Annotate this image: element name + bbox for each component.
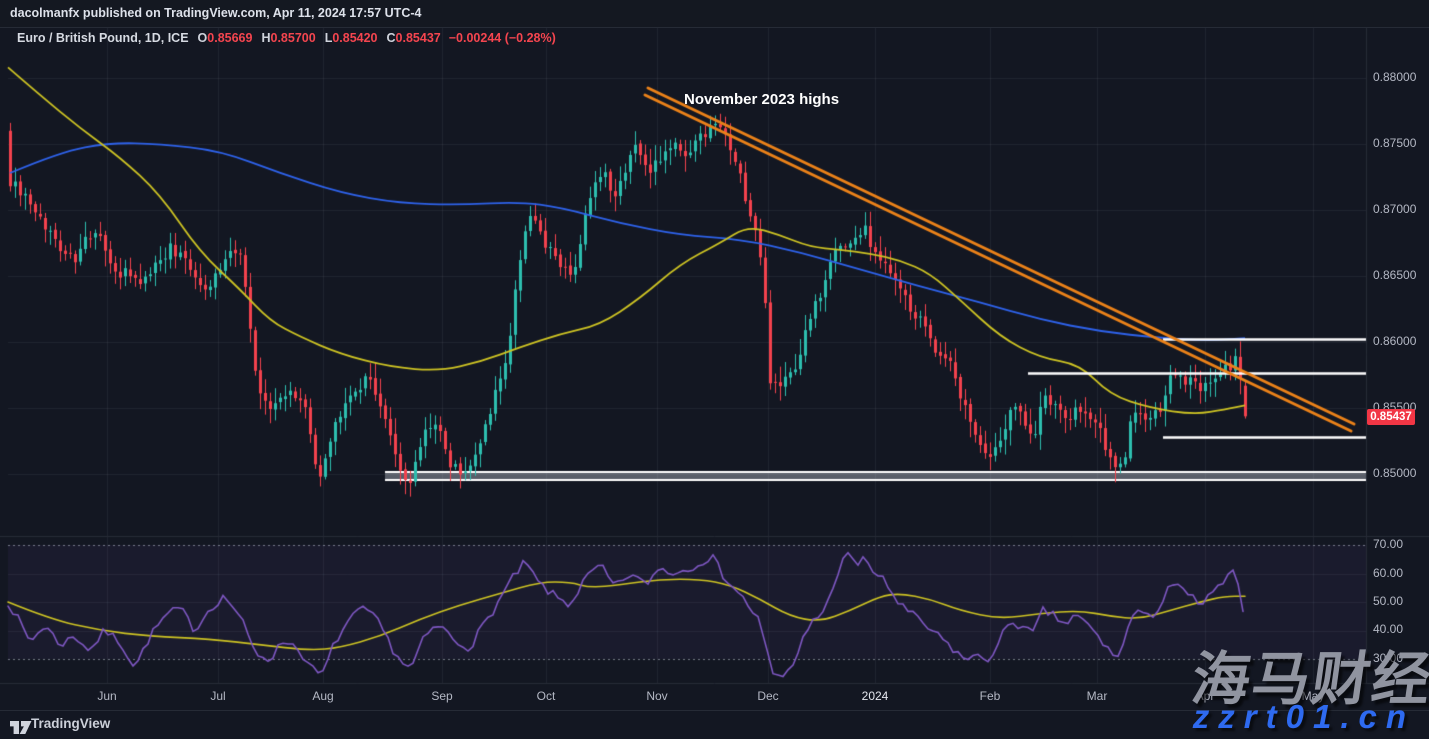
month-label-aug: Aug: [312, 689, 334, 703]
last-price-label: 0.85437: [1367, 409, 1415, 425]
rsi-tick-30: 30.00: [1373, 651, 1404, 665]
close-label: C0.85437: [386, 31, 441, 45]
open-value: 0.85669: [207, 31, 253, 45]
high-value: 0.85700: [270, 31, 316, 45]
price-tick-0.86000: 0.86000: [1373, 334, 1417, 348]
month-label-2024: 2024: [861, 689, 889, 703]
trendline-annotation: November 2023 highs: [684, 91, 840, 108]
symbol-title: Euro / British Pound, 1D, ICE: [17, 31, 189, 45]
price-tick-0.86500: 0.86500: [1373, 268, 1417, 282]
month-label-dec: Dec: [757, 689, 779, 703]
rsi-tick-60: 60.00: [1373, 566, 1404, 580]
tradingview-brand-link[interactable]: TradingView: [31, 716, 111, 731]
footer-bar: TradingView: [0, 710, 1429, 739]
month-label-feb: Feb: [979, 689, 1001, 703]
rsi-tick-40: 40.00: [1373, 622, 1404, 636]
publish-info-text: dacolmanfx published on TradingView.com,…: [10, 6, 422, 20]
month-label-nov: Nov: [646, 689, 668, 703]
price-tick-0.87500: 0.87500: [1373, 136, 1417, 150]
rsi-tick-50: 50.00: [1373, 594, 1404, 608]
month-label-oct: Oct: [536, 689, 556, 703]
symbol-legend: Euro / British Pound, 1D, ICE O0.85669 H0.…: [17, 31, 556, 45]
open-label: O0.85669: [197, 31, 253, 45]
low-label: L0.85420: [324, 31, 378, 45]
tradingview-logo-icon[interactable]: [10, 718, 32, 735]
change-value: −0.00244 (−0.28%): [448, 31, 556, 45]
month-label-jun: Jun: [97, 689, 117, 703]
month-label-jul: Jul: [210, 689, 226, 703]
month-label-mar: Mar: [1086, 689, 1108, 703]
publish-info-bar: dacolmanfx published on TradingView.com,…: [0, 0, 1429, 28]
price-tick-0.85000: 0.85000: [1373, 466, 1417, 480]
month-label-apr: Apr: [1195, 689, 1215, 703]
watermark-url: zzrt01.cn: [1192, 698, 1415, 735]
close-value: 0.85437: [395, 31, 441, 45]
month-label-may: May: [1301, 689, 1325, 703]
rsi-tick-70: 70.00: [1373, 537, 1404, 551]
high-label: H0.85700: [261, 31, 316, 45]
price-tick-0.87000: 0.87000: [1373, 202, 1417, 216]
month-label-sep: Sep: [431, 689, 453, 703]
price-tick-0.88000: 0.88000: [1373, 70, 1417, 84]
low-value: 0.85420: [332, 31, 378, 45]
